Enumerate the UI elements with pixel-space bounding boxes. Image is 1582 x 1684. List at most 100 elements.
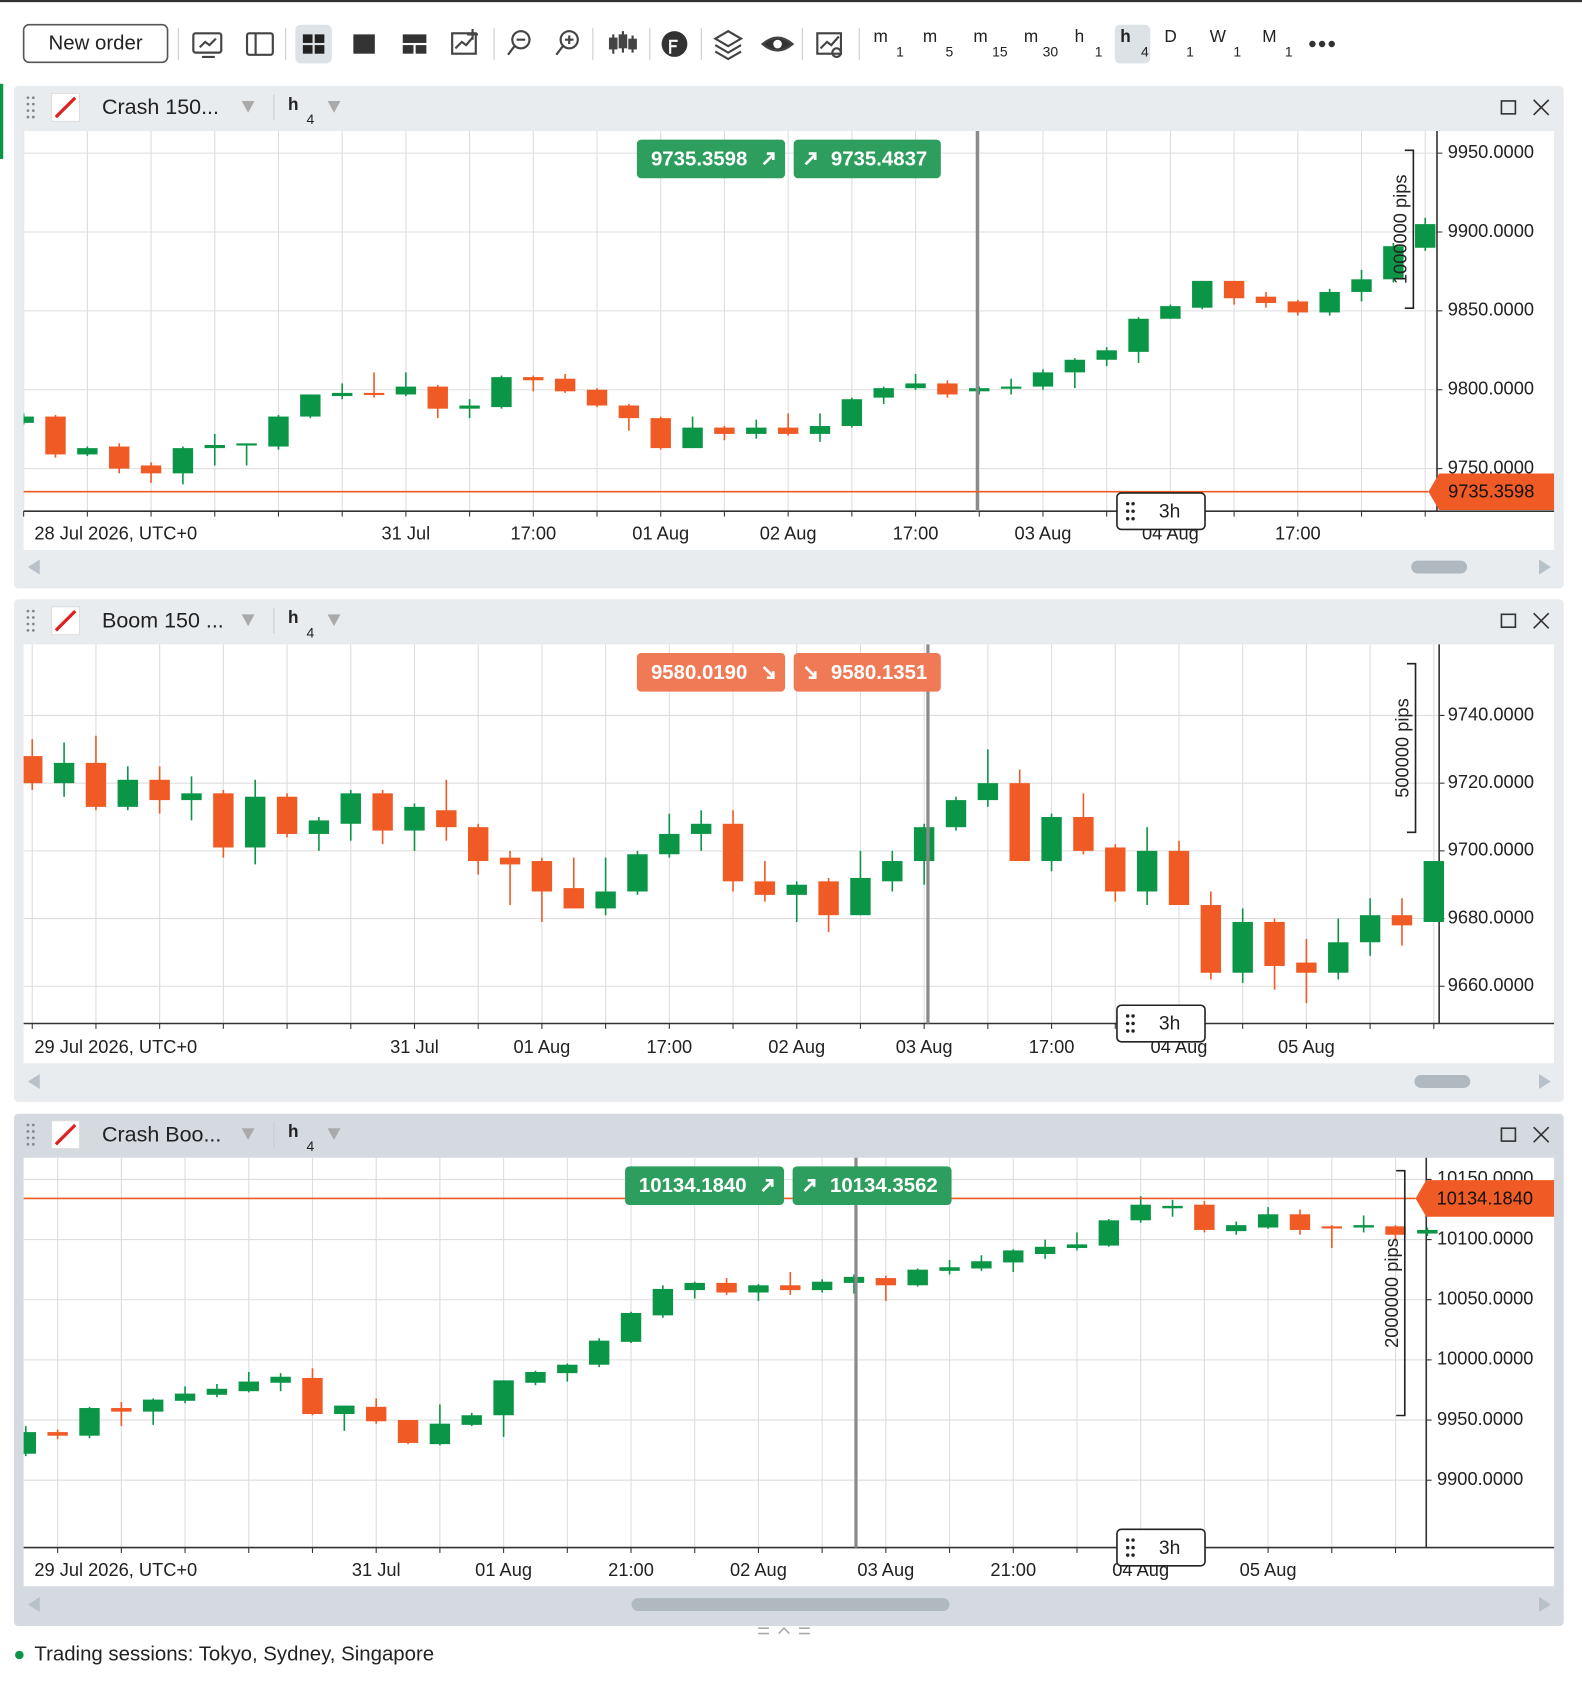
- symbol-name[interactable]: Crash Boo...: [102, 1122, 221, 1146]
- chart-panel: Crash Boo... h410150.000010100.000010050.…: [13, 1113, 1564, 1627]
- timeframe-sub[interactable]: 15: [992, 43, 1008, 59]
- bid-label[interactable]: 9735.3598: [651, 148, 747, 170]
- timeframe-letter[interactable]: D: [1164, 26, 1176, 46]
- icon-add-chart[interactable]: [451, 28, 478, 55]
- timeframe-button[interactable]: D1: [1164, 26, 1194, 59]
- maximize-button[interactable]: [1500, 613, 1517, 629]
- bid-box-bg[interactable]: [636, 652, 786, 692]
- symbol-dropdown[interactable]: [241, 1128, 255, 1141]
- icon-zoom-in[interactable]: [555, 30, 579, 56]
- timeframe-button[interactable]: h1: [1075, 26, 1103, 59]
- new-order-button[interactable]: [22, 23, 169, 64]
- icon-zoom-out[interactable]: [507, 30, 531, 56]
- candle-body: [23, 756, 43, 784]
- icon-layout[interactable]: [245, 32, 274, 56]
- bid-box[interactable]: 9580.0190: [636, 652, 786, 692]
- resize-handle[interactable]: [758, 1627, 810, 1635]
- timeframe-dropdown[interactable]: [327, 614, 341, 627]
- icon-rows[interactable]: [402, 34, 427, 54]
- timeframe-sub[interactable]: 1: [1186, 43, 1194, 59]
- close-button[interactable]: [1533, 1126, 1550, 1143]
- timeframe-button[interactable]: W1: [1210, 26, 1242, 59]
- timeframe-sub[interactable]: 4: [307, 1138, 315, 1154]
- scroll-left[interactable]: [27, 1597, 40, 1613]
- timeframe-button[interactable]: M1: [1262, 26, 1293, 59]
- ask-box[interactable]: 9735.4837: [793, 139, 941, 179]
- timeframe-sub[interactable]: 1: [1095, 43, 1103, 59]
- icon-candles[interactable]: [608, 31, 637, 54]
- close-button[interactable]: [1533, 99, 1550, 116]
- ask-box[interactable]: 9580.1351: [793, 652, 941, 692]
- timeframe-dropdown[interactable]: [327, 1128, 341, 1141]
- date-label: 29 Jul 2026, UTC+0: [34, 1559, 197, 1580]
- new-order-label[interactable]: New order: [49, 32, 143, 54]
- icon-single[interactable]: [353, 34, 375, 54]
- timeframe-sub[interactable]: 4: [307, 111, 315, 127]
- scroll-thumb[interactable]: [1411, 560, 1468, 574]
- scroll-right[interactable]: [1539, 1073, 1551, 1090]
- ask-label[interactable]: 9580.1351: [831, 662, 927, 684]
- ask-label[interactable]: 10134.3562: [830, 1175, 938, 1197]
- icon-layers[interactable]: [713, 29, 744, 61]
- timeframe-letter[interactable]: m: [1024, 26, 1038, 46]
- icon-monitor[interactable]: [192, 32, 223, 58]
- timeframe-letter[interactable]: h: [288, 607, 299, 627]
- timeframe-sub[interactable]: 30: [1043, 43, 1059, 59]
- timeframe-sub[interactable]: 4: [1141, 43, 1149, 59]
- ask-box-bg[interactable]: [793, 139, 941, 179]
- timeframe-letter[interactable]: h: [1120, 26, 1131, 46]
- price-flag: [1415, 1180, 1555, 1217]
- candle-body: [340, 793, 361, 824]
- timeframe-button[interactable]: m 30: [1024, 26, 1058, 59]
- timeframe-letter[interactable]: M: [1262, 26, 1276, 46]
- ask-label[interactable]: 9735.4837: [831, 148, 927, 170]
- timeframe-button[interactable]: m 15: [973, 26, 1007, 59]
- icon-eye[interactable]: [760, 36, 795, 52]
- bid-label[interactable]: 9580.0190: [651, 662, 747, 684]
- timeframe-button[interactable]: m1: [874, 26, 905, 59]
- scroll-right[interactable]: [1539, 559, 1551, 575]
- timeframe-sub[interactable]: 5: [946, 43, 954, 59]
- timeframe-dropdown[interactable]: [327, 100, 341, 113]
- timeframe-letter[interactable]: h: [1075, 26, 1085, 46]
- ask-box-bg[interactable]: [792, 1166, 952, 1206]
- timeframe-sub[interactable]: 1: [896, 43, 904, 59]
- icon-chart-settings[interactable]: [816, 32, 843, 58]
- timeframe-letter[interactable]: m: [874, 26, 888, 46]
- icon-grid[interactable]: [302, 34, 325, 54]
- ask-box-bg[interactable]: [793, 652, 941, 692]
- candle-body: [1264, 921, 1285, 966]
- timeframe-letter[interactable]: m: [923, 26, 937, 46]
- timeframe-button[interactable]: m5: [923, 26, 954, 59]
- scroll-left[interactable]: [27, 1073, 40, 1090]
- chart-panel: Crash 150... h4 9950.0000 9900.0000 9850.000…: [13, 85, 1564, 589]
- timeframe-letter[interactable]: m: [973, 26, 987, 46]
- maximize-button[interactable]: [1500, 100, 1517, 115]
- bid-box[interactable]: 9735.3598: [636, 139, 786, 179]
- scroll-left[interactable]: [27, 559, 40, 575]
- candle-body: [1160, 306, 1181, 319]
- timeframe-sub[interactable]: 1: [1233, 43, 1241, 59]
- timeframe-letter[interactable]: h: [288, 94, 299, 114]
- scroll-right[interactable]: [1539, 1597, 1551, 1613]
- timeframe-letter[interactable]: h: [288, 1121, 299, 1141]
- scroll-thumb[interactable]: [631, 1598, 950, 1611]
- timeframe-button[interactable]: h4: [1120, 26, 1149, 59]
- close-button[interactable]: [1533, 612, 1550, 629]
- scroll-thumb[interactable]: [1414, 1075, 1471, 1088]
- timeframe-sub[interactable]: 1: [1285, 43, 1293, 59]
- symbol-dropdown[interactable]: [241, 614, 255, 627]
- symbol-name[interactable]: Crash 150...: [102, 95, 219, 119]
- bid-box-bg[interactable]: [636, 139, 786, 179]
- timeframe-letter[interactable]: W: [1210, 26, 1227, 46]
- icon-indicator[interactable]: [661, 31, 688, 57]
- symbol-dropdown[interactable]: [241, 100, 255, 113]
- bid-box-bg[interactable]: [625, 1166, 785, 1206]
- bid-label[interactable]: 10134.1840: [639, 1175, 747, 1197]
- icon-more[interactable]: [1309, 40, 1335, 48]
- timeframe-sub[interactable]: 4: [307, 624, 315, 640]
- bid-box[interactable]: 10134.1840: [625, 1166, 785, 1206]
- maximize-button[interactable]: [1500, 1127, 1517, 1142]
- symbol-name[interactable]: Boom 150 ...: [102, 609, 224, 633]
- ask-box[interactable]: 10134.3562: [792, 1166, 952, 1206]
